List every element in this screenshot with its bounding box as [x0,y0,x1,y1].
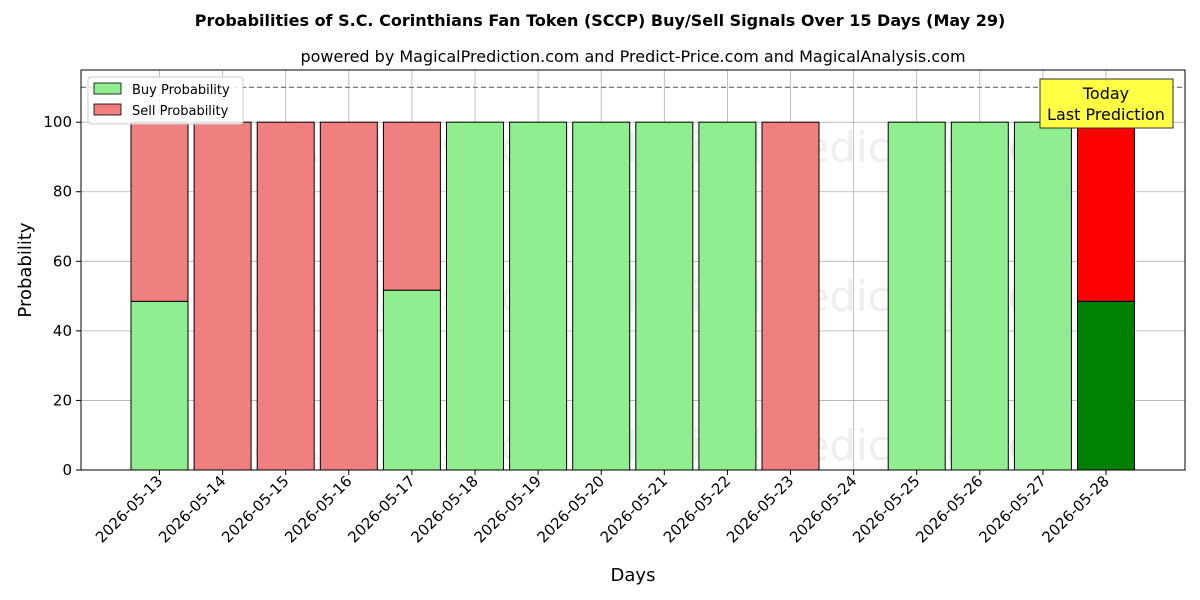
bars-layer [130,121,1135,471]
x-tick-label: 2026-05-24 [786,472,860,546]
x-tick-label: 2026-05-28 [1038,472,1112,546]
bar-buy-2026-05-25 [887,121,946,471]
bar-buy-2026-05-21 [635,121,694,471]
today-annotation-line-2: Last Prediction [1047,105,1165,124]
x-tick-label: 2026-05-19 [471,472,545,546]
today-annotation: Today Last Prediction [1039,78,1174,129]
y-tick-label: 60 [53,252,72,270]
plot-frame [80,69,1186,471]
legend-box [87,76,244,125]
bar-buy-2026-05-13 [130,300,189,471]
bar-buy-2026-05-26 [950,121,1009,471]
today-annotation-line-1: Today [1082,84,1129,103]
bar-buy-2026-05-20 [572,121,631,471]
x-tick-label: 2026-05-23 [723,472,797,546]
y-axis-label: Probability [15,222,36,317]
bar-buy-2026-05-22 [698,121,757,471]
bar-sell-2026-05-16 [319,121,378,471]
bar-sell-2026-05-14 [193,121,252,471]
bar-buy-2026-05-27 [1013,121,1072,471]
x-axis-label: Days [611,565,656,586]
x-tick-label: 2026-05-13 [92,472,166,546]
legend: Buy Probability Sell Probability [87,76,244,125]
y-tick-label: 100 [43,113,72,131]
x-tick-label: 2026-05-21 [597,472,671,546]
bar-sell-2026-05-13 [130,121,189,302]
bar-sell-2026-05-15 [256,121,315,471]
chart-subtitle: powered by MagicalPrediction.com and Pre… [300,47,965,66]
legend-swatch-sell [93,103,122,116]
legend-swatch-buy [93,82,122,95]
legend-label-buy: Buy Probability [132,83,230,98]
y-tick-label: 80 [53,183,72,201]
x-tick-label: 2026-05-22 [660,472,734,546]
y-tick-label: 40 [53,322,72,340]
x-tick-label: 2026-05-16 [281,472,355,546]
bar-sell-2026-05-28 [1077,121,1135,302]
bar-sell-2026-05-17 [382,121,441,291]
x-tick-label: 2026-05-27 [975,472,1049,546]
x-tick-label: 2026-05-26 [912,472,986,546]
x-tick-label: 2026-05-17 [344,472,418,546]
y-tick-label: 0 [62,461,72,479]
bar-sell-2026-05-23 [761,121,820,471]
legend-label-sell: Sell Probability [132,104,229,119]
today-annotation-box [1039,78,1174,129]
bar-buy-2026-05-18 [446,121,504,471]
bar-buy-2026-05-28 [1077,300,1135,471]
x-tick-label: 2026-05-14 [155,472,229,546]
bar-buy-2026-05-17 [382,289,441,471]
x-tick-label: 2026-05-18 [407,472,481,546]
x-tick-label: 2026-05-20 [534,472,608,546]
x-tick-label: 2026-05-15 [218,472,292,546]
chart-title: Probabilities of S.C. Corinthians Fan To… [195,11,1006,30]
bar-buy-2026-05-19 [509,121,568,471]
x-tick-label: 2026-05-25 [849,472,923,546]
y-tick-label: 20 [53,391,72,409]
